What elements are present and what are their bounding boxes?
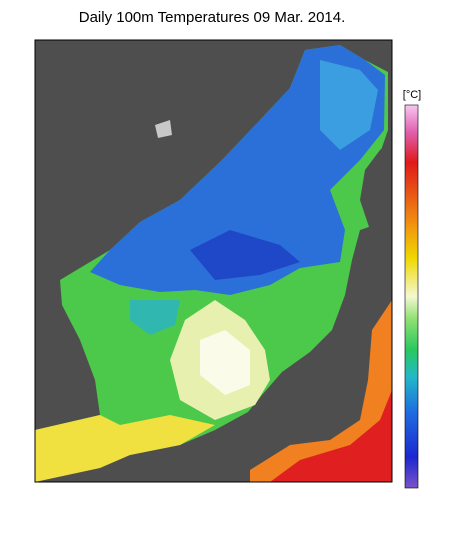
sea-yellow [35, 415, 215, 482]
ice [155, 120, 172, 138]
hokkaido [360, 140, 392, 230]
colorbar [404, 104, 419, 489]
colorbar-unit: [°C] [403, 89, 421, 101]
pacific-warm [270, 390, 392, 482]
sea-deep-blue [190, 230, 300, 280]
sea-teal [130, 300, 180, 335]
title: Daily 100m Temperatures 09 Mar. 2014. [79, 9, 346, 26]
sea-white [200, 330, 250, 395]
sea-blue [90, 45, 385, 295]
pacific [250, 300, 392, 482]
map-area [35, 40, 392, 482]
map-frame [34, 39, 393, 483]
sea-cyan [320, 60, 378, 150]
